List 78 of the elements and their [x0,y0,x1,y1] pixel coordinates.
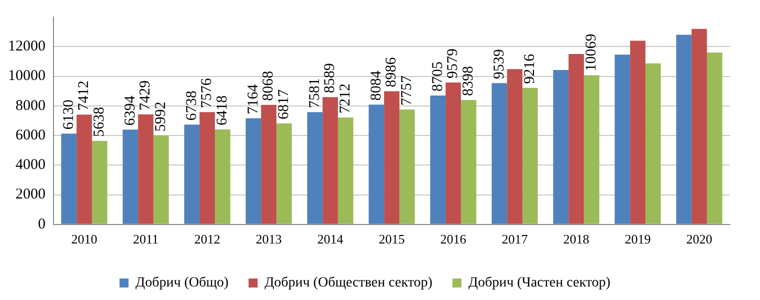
y-tick-label: 6000 [16,127,46,144]
y-tick-label: 10000 [8,68,46,84]
data-label: 6817 [276,88,292,120]
bar [61,134,77,224]
data-label: 8589 [322,63,338,94]
data-label: 9216 [522,53,538,84]
bar [384,91,400,224]
bar [706,52,722,224]
bar [138,114,154,224]
bar [614,54,630,224]
bar [692,28,707,224]
bar [584,75,600,224]
bar [460,100,476,224]
data-label: 7212 [338,84,354,114]
bar [522,88,538,224]
bar [338,118,354,224]
data-label: 8068 [260,70,277,101]
x-tick-label: 2019 [624,232,651,247]
data-label: 7581 [306,78,323,108]
x-tick-label: 2020 [686,232,712,247]
x-tick-label: 2011 [132,232,159,247]
data-label: 5992 [153,102,170,132]
bar [630,40,646,224]
bar [322,97,338,224]
bar [153,136,169,224]
legend-label: Добрич (Обществен сектор) [264,276,433,291]
y-tick-label: 8000 [16,98,46,114]
bar [76,114,92,224]
legend-label: Добрич (Частен сектор) [468,276,611,291]
bar [645,63,661,224]
bar [507,69,522,224]
data-label: 10069 [584,34,600,72]
data-label: 7757 [399,74,416,106]
bar [553,70,569,224]
x-tick-label: 2015 [378,232,405,247]
bar [307,112,323,224]
data-label: 9539 [491,49,508,80]
data-label: 7576 [199,78,216,108]
data-label: 6738 [184,90,200,121]
data-label: 6394 [122,95,138,126]
bar [92,140,108,224]
legend-label: Добрич (Общо) [136,276,229,291]
x-tick-label: 2013 [256,232,282,247]
data-label: 7412 [76,80,92,111]
bar [276,123,292,224]
y-tick-label: 0 [38,216,46,232]
data-label: 8398 [460,66,477,96]
x-tick-label: 2014 [317,232,344,247]
data-label: 6418 [214,95,231,126]
bar [676,34,692,224]
bar [430,95,446,224]
x-tick-label: 2010 [71,232,98,247]
x-tick-label: 2012 [194,232,220,247]
bar [399,109,415,224]
bar [184,124,200,224]
bar [492,83,508,224]
data-label: 7429 [138,80,154,110]
data-label: 8084 [368,70,384,101]
y-tick-label: 4000 [16,157,46,174]
x-tick-label: 2017 [502,232,528,247]
data-label: 6130 [60,100,77,130]
bar [200,112,215,224]
data-label: 7164 [245,84,262,114]
data-label: 8705 [430,61,446,92]
x-tick-label: 2018 [563,232,590,247]
data-label: 9579 [445,48,462,78]
data-label: 8986 [384,56,400,88]
bar [261,104,276,224]
bar [446,82,461,224]
bar [122,130,138,224]
bar [214,129,230,224]
y-tick-label: 12000 [8,38,46,55]
bar [368,104,384,224]
bar [246,118,262,224]
y-tick-label: 2000 [16,186,46,203]
bar [568,54,584,224]
x-tick-label: 2016 [440,232,467,247]
data-label: 5638 [92,106,108,137]
